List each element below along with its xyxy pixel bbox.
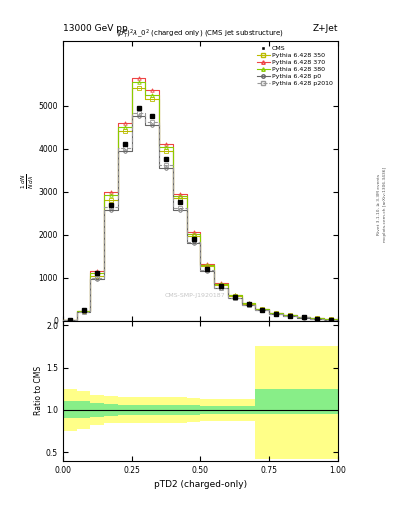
X-axis label: pTD2 (charged-only): pTD2 (charged-only) <box>154 480 247 489</box>
Y-axis label: Ratio to CMS: Ratio to CMS <box>34 366 43 415</box>
CMS <box>81 307 86 313</box>
Text: Rivet 3.1.10, ≥ 3.3M events: Rivet 3.1.10, ≥ 3.3M events <box>377 174 381 236</box>
Text: mcplots.cern.ch [arXiv:1306.3436]: mcplots.cern.ch [arXiv:1306.3436] <box>383 167 387 242</box>
Text: CMS-SMP-J1920187: CMS-SMP-J1920187 <box>165 293 225 298</box>
CMS <box>274 310 279 316</box>
CMS <box>108 202 114 208</box>
CMS <box>288 313 292 319</box>
CMS <box>68 317 72 323</box>
Title: $(p_T^p)^2\lambda\_0^2$ (charged only) (CMS jet substructure): $(p_T^p)^2\lambda\_0^2$ (charged only) (… <box>116 28 285 41</box>
CMS <box>136 104 141 111</box>
CMS <box>123 141 127 147</box>
Line: CMS: CMS <box>68 105 333 322</box>
Y-axis label: $\frac{1}{N}\frac{dN}{d\lambda}$: $\frac{1}{N}\frac{dN}{d\lambda}$ <box>19 173 36 189</box>
CMS <box>219 283 223 289</box>
CMS <box>164 156 169 162</box>
CMS <box>191 236 196 242</box>
CMS <box>329 316 334 323</box>
Legend: CMS, Pythia 6.428 350, Pythia 6.428 370, Pythia 6.428 380, Pythia 6.428 p0, Pyth: CMS, Pythia 6.428 350, Pythia 6.428 370,… <box>255 44 335 88</box>
CMS <box>95 270 100 276</box>
CMS <box>301 314 306 321</box>
Text: Z+Jet: Z+Jet <box>312 24 338 33</box>
CMS <box>233 294 237 300</box>
Text: 13000 GeV pp: 13000 GeV pp <box>63 24 128 33</box>
CMS <box>178 199 182 205</box>
CMS <box>205 266 210 272</box>
CMS <box>260 307 265 313</box>
CMS <box>246 302 251 308</box>
CMS <box>315 315 320 322</box>
CMS <box>150 113 155 119</box>
